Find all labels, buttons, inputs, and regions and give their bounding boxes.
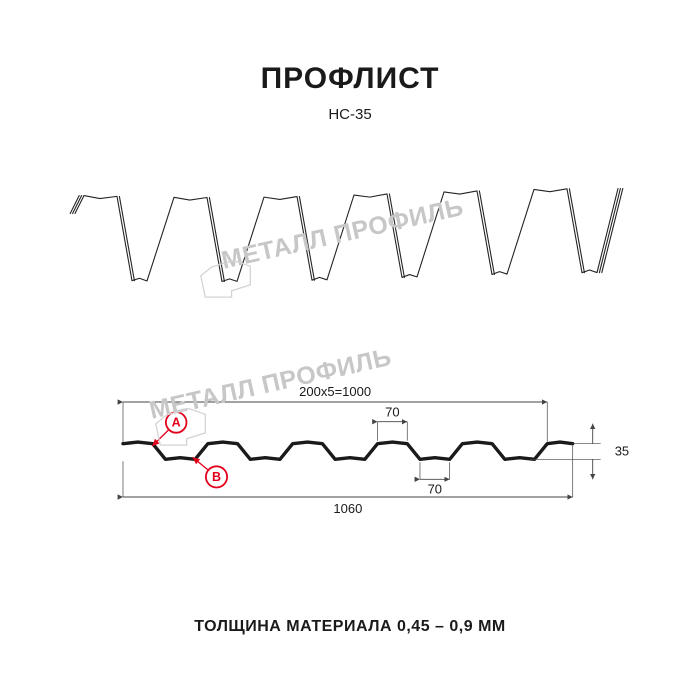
svg-text:70: 70 — [428, 481, 442, 496]
svg-text:1060: 1060 — [333, 501, 362, 516]
svg-text:35: 35 — [615, 444, 629, 459]
svg-text:70: 70 — [385, 405, 399, 420]
svg-text:B: B — [212, 470, 221, 484]
